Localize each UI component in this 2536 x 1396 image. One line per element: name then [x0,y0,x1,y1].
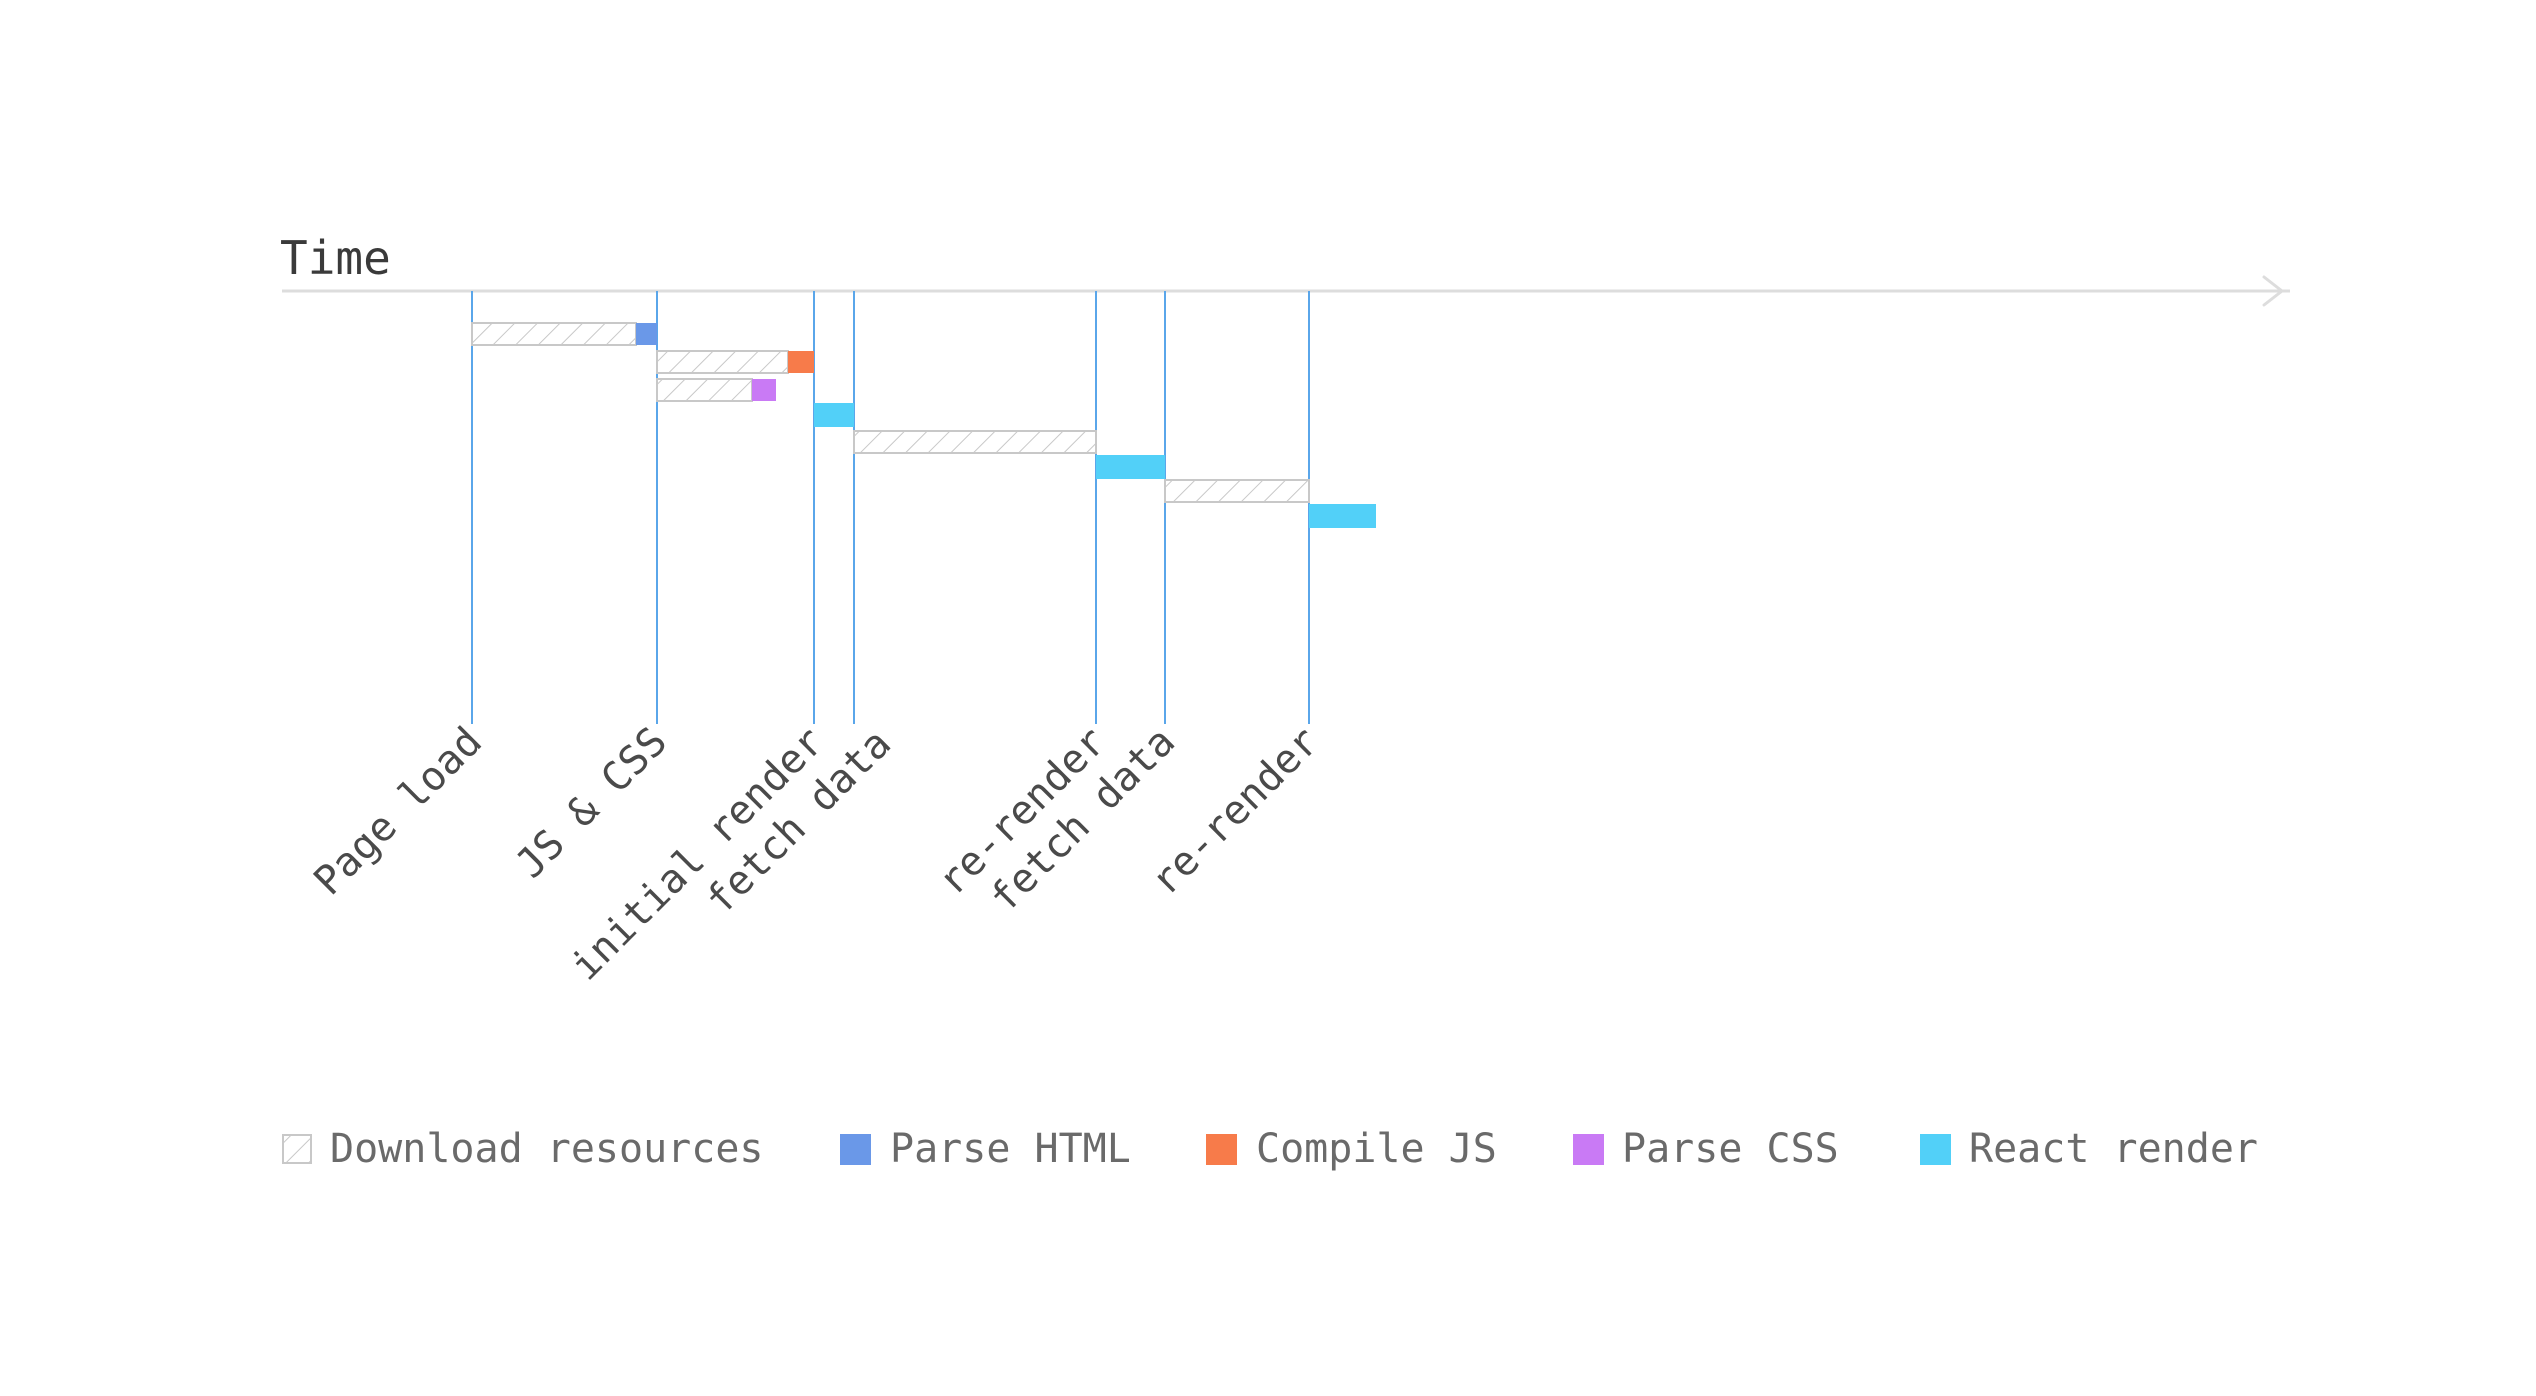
hatched-square-icon [282,1134,312,1164]
milestone-labels: Page load JS & CSS initial render fetch … [305,719,1328,990]
legend-item-download: Download resources [282,1126,763,1172]
legend-label-parse-html: Parse HTML [890,1126,1131,1172]
legend-label-parse-css: Parse CSS [1622,1126,1839,1172]
legend: Download resources Parse HTML Compile JS… [282,1126,2258,1172]
square-icon [1206,1134,1237,1165]
bar-react-render-1 [1096,455,1165,479]
bar-react-render-initial [814,403,854,427]
timeline-bars [471,322,1376,528]
milestone-lines [471,291,1310,724]
bar-download-html [471,322,637,346]
square-icon [840,1134,871,1165]
axis-title: Time [280,231,391,285]
square-icon [1920,1134,1951,1165]
milestone-label-js-css: JS & CSS [507,719,676,888]
bar-parse-html [636,323,657,345]
legend-item-react-render: React render [1920,1126,2258,1172]
time-axis-arrow-icon [2262,275,2284,307]
bar-parse-css [752,379,776,401]
bar-download-js [656,350,789,374]
legend-label-compile-js: Compile JS [1256,1126,1497,1172]
legend-label-download: Download resources [330,1126,763,1172]
legend-item-parse-css: Parse CSS [1573,1126,1839,1172]
legend-label-react-render: React render [1969,1126,2258,1172]
legend-item-compile-js: Compile JS [1206,1126,1497,1172]
bar-compile-js [788,351,814,373]
square-icon [1573,1134,1604,1165]
bar-download-css [656,378,753,402]
bar-download-data-1 [853,430,1097,454]
milestone-label-page-load: Page load [305,719,491,905]
bar-react-render-2 [1309,504,1376,528]
bar-download-data-2 [1164,479,1310,503]
legend-item-parse-html: Parse HTML [840,1126,1131,1172]
